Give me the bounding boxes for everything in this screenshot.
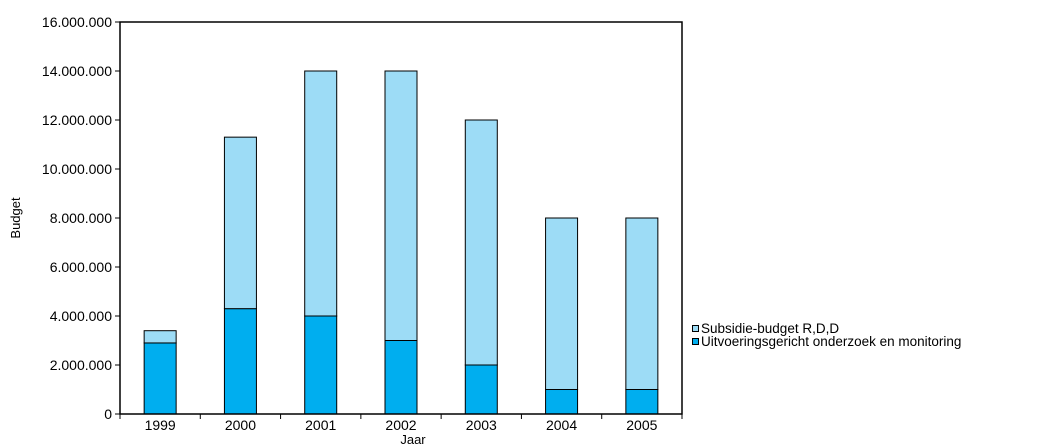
y-axis-title: Budget: [8, 197, 23, 239]
x-axis-ticks: 1999 2000 2001 2002 2003 2004 2005: [119, 414, 683, 433]
bar-uitvoeringsgericht: [464, 364, 498, 415]
x-tick-label: 2005: [626, 417, 657, 433]
y-tick-label: 8.000.000: [50, 210, 112, 226]
bar-uitvoeringsgericht: [223, 308, 257, 415]
legend: Subsidie-budget R,D,D Uitvoeringsgericht…: [692, 322, 1060, 348]
y-tick-label: 16.000.000: [42, 14, 112, 30]
x-axis-title: Jaar: [400, 432, 426, 446]
bar-uitvoeringsgericht: [545, 389, 579, 415]
bar-subsidie: [384, 70, 418, 341]
legend-swatch-uitvoeringsgericht: [692, 338, 699, 345]
x-tick-label: 2003: [466, 417, 497, 433]
x-tick-label: 2004: [546, 417, 577, 433]
bar-subsidie: [464, 119, 498, 366]
x-tick-label: 1999: [145, 417, 176, 433]
y-tick-label: 14.000.000: [42, 63, 112, 79]
bar-subsidie: [545, 217, 579, 390]
bar-subsidie: [223, 136, 257, 310]
y-axis-ticks: 0 2.000.000 4.000.000 6.000.000 8.000.000 10.…: [42, 14, 120, 422]
x-tick-label: 2002: [385, 417, 416, 433]
y-tick-label: 0: [104, 406, 112, 422]
y-tick-label: 10.000.000: [42, 161, 112, 177]
legend-item-subsidie: Subsidie-budget R,D,D: [692, 322, 1060, 335]
bar-uitvoeringsgericht: [304, 315, 338, 415]
bar-uitvoeringsgericht: [143, 342, 177, 415]
x-tick-label: 2001: [305, 417, 336, 433]
legend-label-uitvoeringsgericht: Uitvoeringsgericht onderzoek en monitori…: [701, 334, 962, 349]
y-tick-label: 2.000.000: [50, 357, 112, 373]
plot-frame: [119, 21, 683, 415]
bars: [143, 70, 659, 415]
bar-subsidie: [625, 217, 659, 390]
bar-uitvoeringsgericht: [384, 340, 418, 415]
legend-swatch-subsidie: [692, 325, 699, 332]
y-tick-label: 6.000.000: [50, 259, 112, 275]
x-tick-label: 2000: [225, 417, 256, 433]
legend-item-uitvoeringsgericht: Uitvoeringsgericht onderzoek en monitori…: [692, 335, 1060, 348]
bar-subsidie: [143, 330, 177, 344]
bar-subsidie: [304, 70, 338, 317]
y-tick-label: 12.000.000: [42, 112, 112, 128]
y-tick-label: 4.000.000: [50, 308, 112, 324]
bar-uitvoeringsgericht: [625, 389, 659, 415]
legend-label-subsidie: Subsidie-budget R,D,D: [701, 321, 840, 336]
